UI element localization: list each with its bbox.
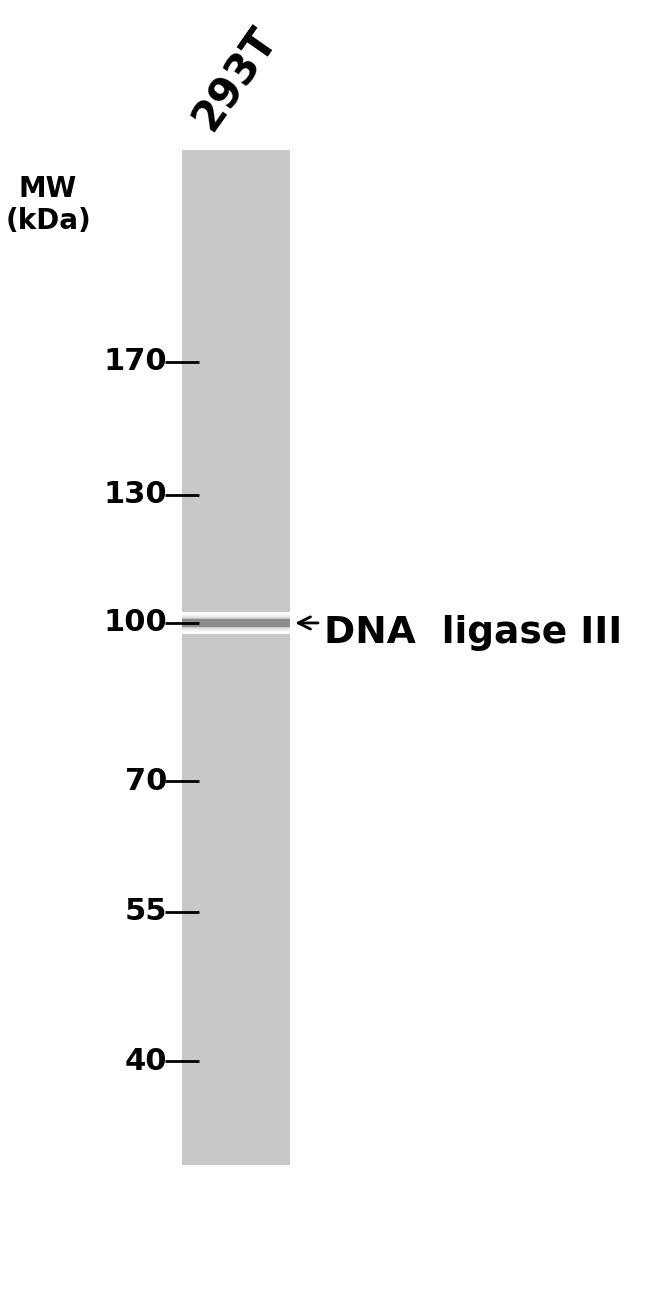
- Text: 100: 100: [103, 608, 168, 638]
- Text: DNA  ligase III: DNA ligase III: [324, 615, 622, 651]
- Bar: [181, 150, 289, 1164]
- Text: 130: 130: [104, 481, 168, 509]
- Text: 293T: 293T: [185, 19, 286, 138]
- Text: MW
(kDa): MW (kDa): [5, 175, 91, 235]
- Text: 170: 170: [104, 347, 168, 376]
- Text: 70: 70: [125, 767, 168, 795]
- Text: 40: 40: [125, 1047, 168, 1076]
- Bar: [181, 619, 289, 626]
- Text: 55: 55: [125, 897, 168, 927]
